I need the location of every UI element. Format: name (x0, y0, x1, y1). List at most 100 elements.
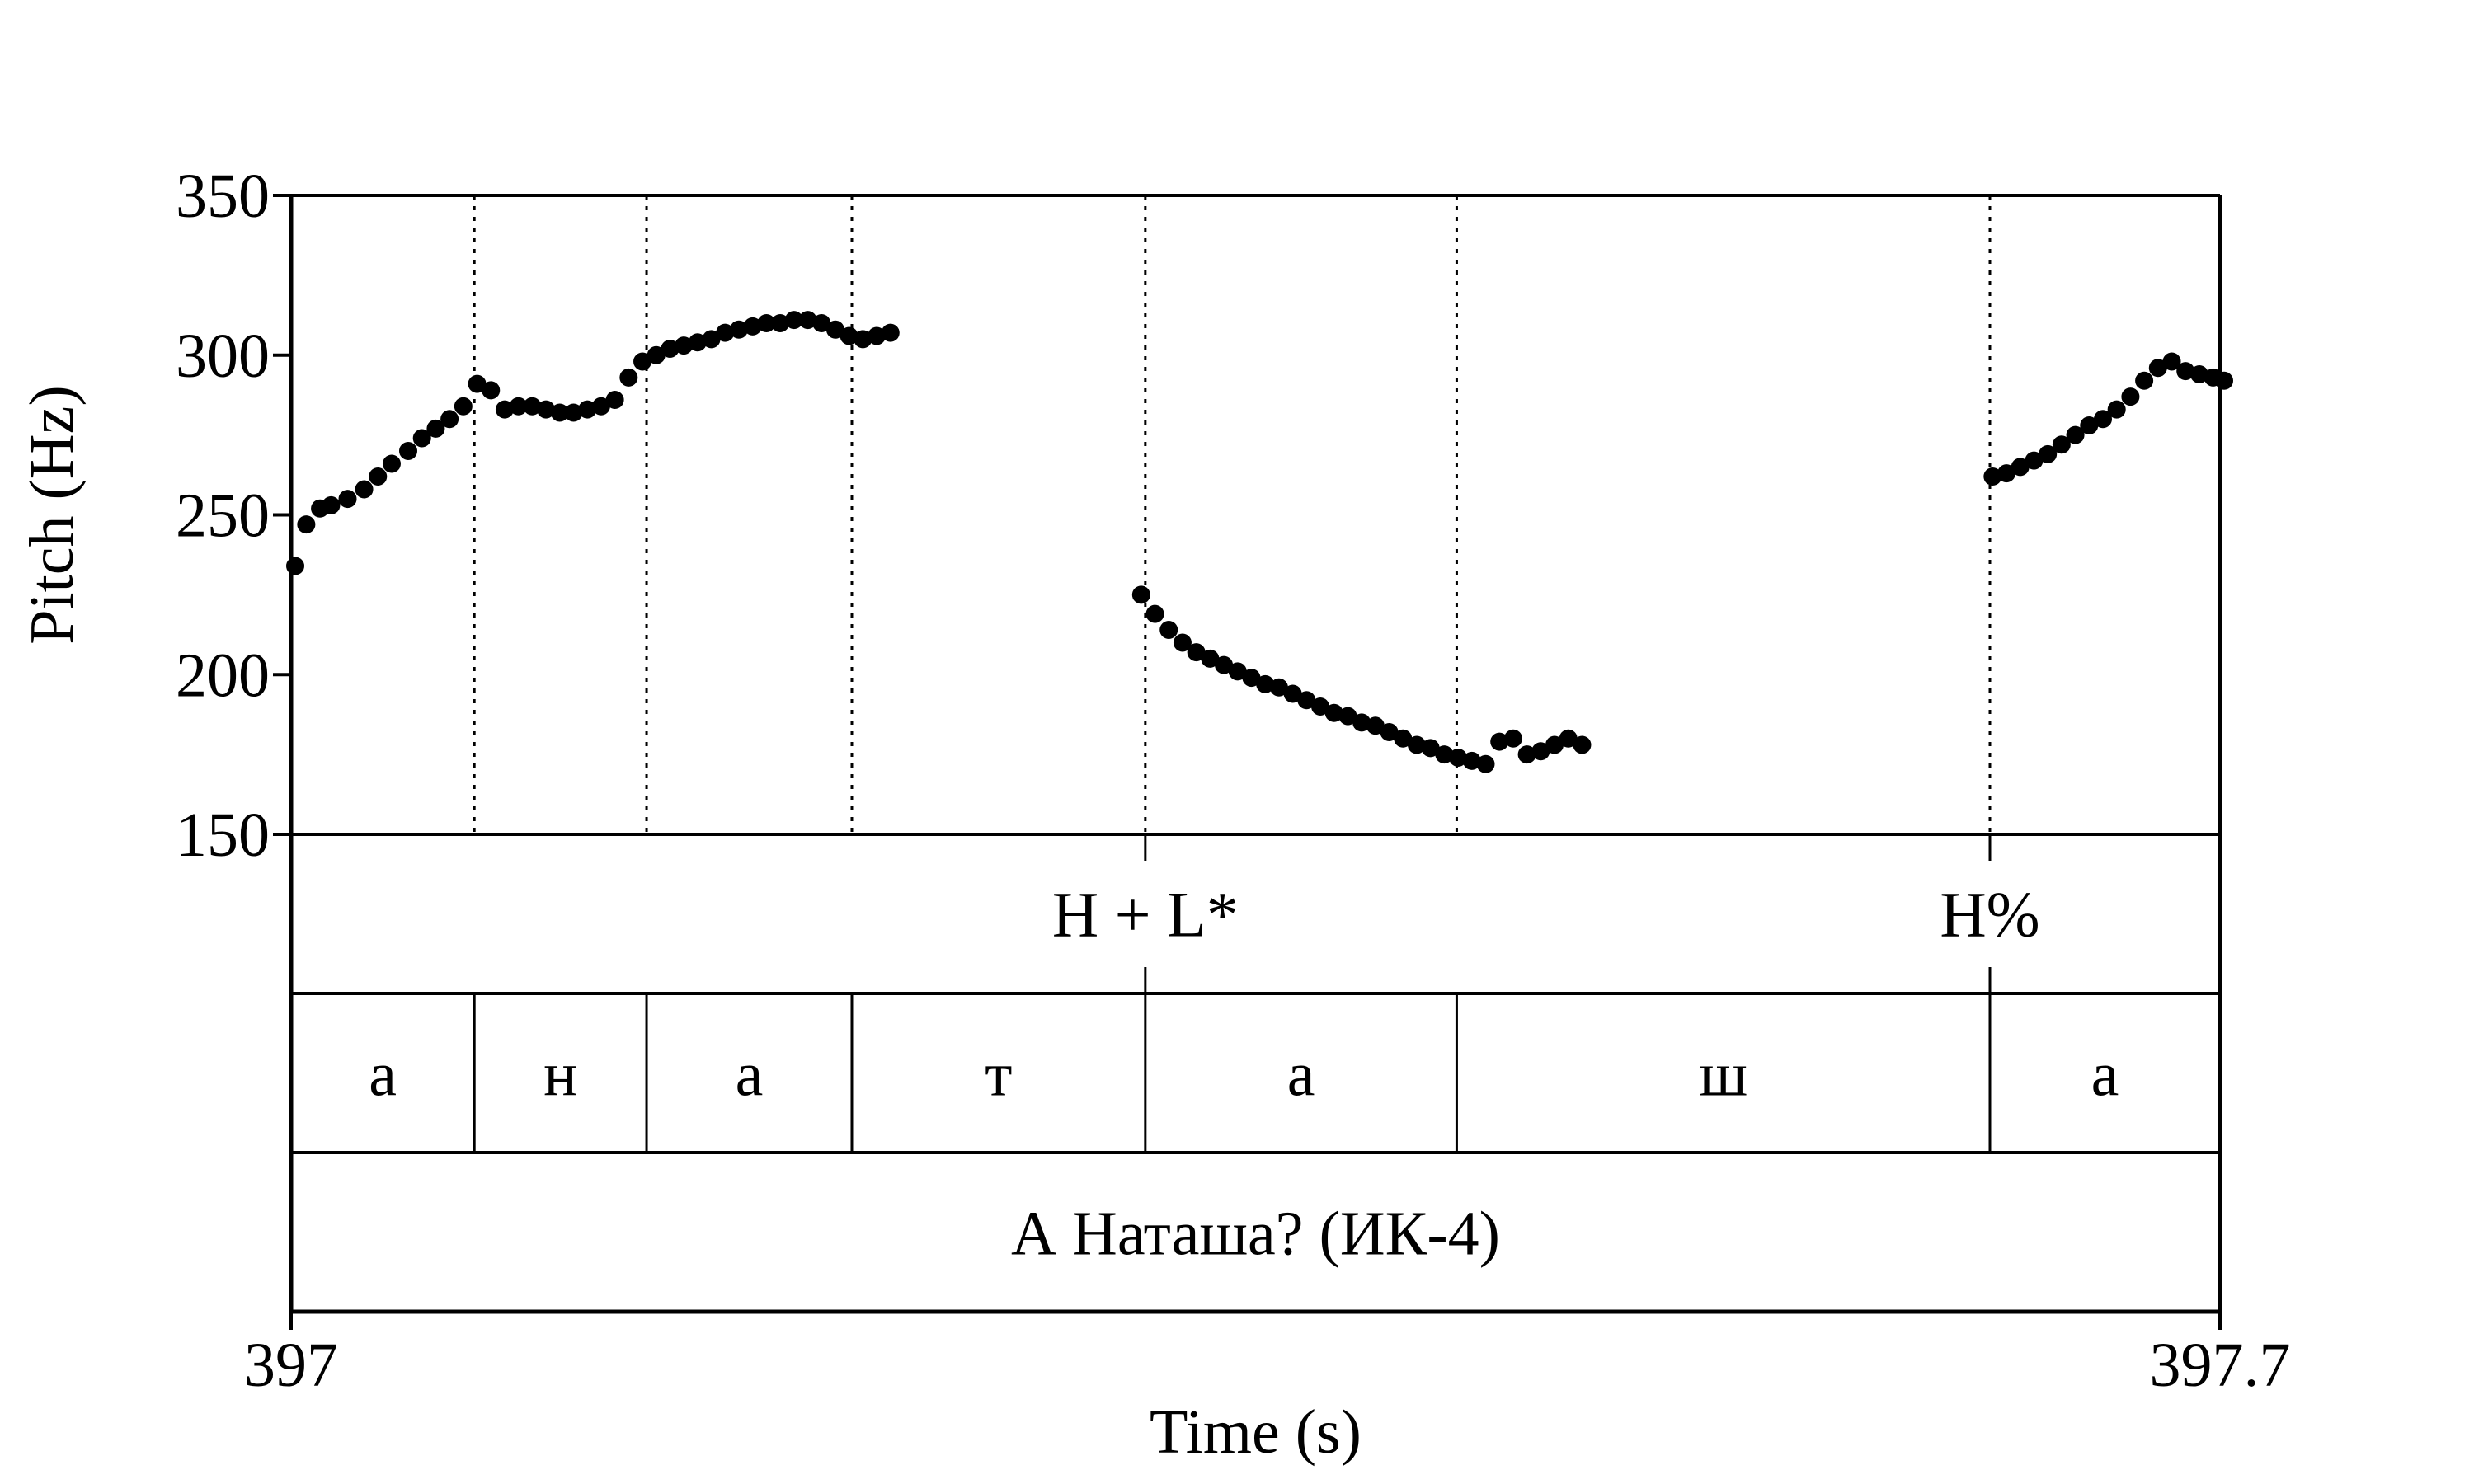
pitch-point (2215, 371, 2234, 390)
pitch-point (495, 400, 514, 419)
pitch-point (2025, 451, 2044, 470)
pitch-point (633, 352, 652, 371)
pitch-point (647, 345, 666, 364)
pitch-point (2107, 400, 2126, 419)
pitch-point (1173, 633, 1192, 652)
pitch-point (1573, 735, 1592, 754)
x-axis-label: Time (s) (1150, 1397, 1362, 1467)
y-axis-label: Pitch (Hz) (17, 385, 87, 644)
pitch-point (1256, 674, 1275, 693)
x-tick-label: 397.7 (2150, 1331, 2291, 1400)
y-tick-label: 150 (176, 801, 270, 870)
y-tick-label: 350 (176, 162, 270, 231)
segment-label: ш (1699, 1040, 1747, 1110)
pitch-point (1517, 745, 1536, 764)
tone-label: H% (1940, 879, 2039, 951)
pitch-point (812, 314, 831, 332)
pitch-point (675, 336, 694, 355)
pitch-point (1435, 745, 1454, 764)
pitch-point (1503, 729, 1522, 748)
pitch-point (771, 314, 790, 332)
pitch-point (605, 391, 624, 409)
pitch-point (338, 490, 357, 509)
pitch-point (2189, 365, 2208, 383)
pitch-point (509, 397, 528, 416)
dotted-guides (473, 195, 1992, 834)
pitch-point (1449, 749, 1468, 767)
pitch-point (1407, 735, 1426, 754)
pitch-point (784, 311, 803, 330)
axis-labels: Time (s) Pitch (Hz) (17, 385, 1362, 1467)
pitch-point (591, 397, 610, 416)
pitch-point (854, 330, 872, 349)
pitch-point (688, 333, 707, 352)
pitch-point (1145, 604, 1164, 623)
pitch-point (840, 326, 858, 345)
pitch-point (881, 323, 900, 342)
pitch-point (1228, 662, 1247, 681)
segment-label: а (1287, 1040, 1315, 1110)
pitch-point (2093, 410, 2112, 429)
pitch-point (1380, 723, 1399, 741)
pitch-point (825, 320, 844, 339)
pitch-point (2052, 435, 2071, 454)
pitch-point (2121, 387, 2140, 406)
pitch-point (550, 403, 569, 422)
pitch-point (454, 397, 473, 416)
segment-label: а (369, 1040, 397, 1110)
utterance-label: А Наташа? (ИК-4) (1011, 1200, 1500, 1269)
pitch-point (1545, 735, 1564, 754)
y-tick-label: 250 (176, 481, 270, 551)
pitch-points (286, 311, 2234, 773)
pitch-point (2135, 371, 2154, 390)
pitch-point (286, 556, 305, 575)
pitch-point (743, 317, 762, 336)
pitch-point (468, 374, 487, 393)
pitch-point (355, 480, 374, 499)
pitch-point (868, 326, 887, 345)
pitch-point (2066, 425, 2085, 444)
y-tick-label: 300 (176, 322, 270, 391)
pitch-point (619, 368, 638, 387)
pitch-point (2039, 444, 2058, 463)
annotation-tiers: H + L* H% а н а т а ш а А Наташа? (ИК-4) (291, 833, 2220, 1269)
pitch-point (1366, 716, 1385, 735)
pitch-point (426, 419, 445, 438)
pitch-point (1352, 713, 1371, 732)
pitch-point (1324, 703, 1343, 722)
pitch-point (297, 515, 316, 534)
pitch-point (702, 330, 721, 349)
pitch-point (1531, 742, 1550, 761)
segment-label: а (2091, 1040, 2119, 1110)
pitch-point (1983, 467, 2002, 486)
pitch-point (1997, 464, 2016, 483)
pitch-point (2011, 458, 2030, 477)
pitch-point (1476, 754, 1495, 773)
pitch-point (1201, 649, 1220, 668)
pitch-point (1159, 621, 1178, 639)
pitch-point (564, 403, 583, 422)
pitch-point (578, 400, 597, 419)
y-tick-label: 200 (176, 641, 270, 710)
pitch-point (2162, 352, 2181, 371)
pitch-point (798, 311, 817, 330)
pitch-point (322, 495, 341, 514)
pitch-point (369, 467, 388, 486)
pitch-point (716, 323, 735, 342)
tone-label: H + L* (1052, 879, 1239, 951)
pitch-point (482, 381, 501, 400)
pitch-point (2176, 362, 2195, 381)
pitch-point (1559, 729, 1578, 748)
pitch-point (1297, 691, 1316, 710)
pitch-point (1462, 751, 1481, 770)
segment-label: а (736, 1040, 764, 1110)
pitch-point (382, 454, 401, 473)
pitch-point (2080, 416, 2099, 434)
pitch-point (1311, 697, 1330, 716)
axes: 150 200 250 300 350 397 397.7 (176, 162, 2291, 1400)
pitch-point (1338, 707, 1357, 726)
pitch-point (412, 429, 431, 448)
pitch-point (1283, 684, 1302, 703)
pitch-point (661, 340, 680, 358)
